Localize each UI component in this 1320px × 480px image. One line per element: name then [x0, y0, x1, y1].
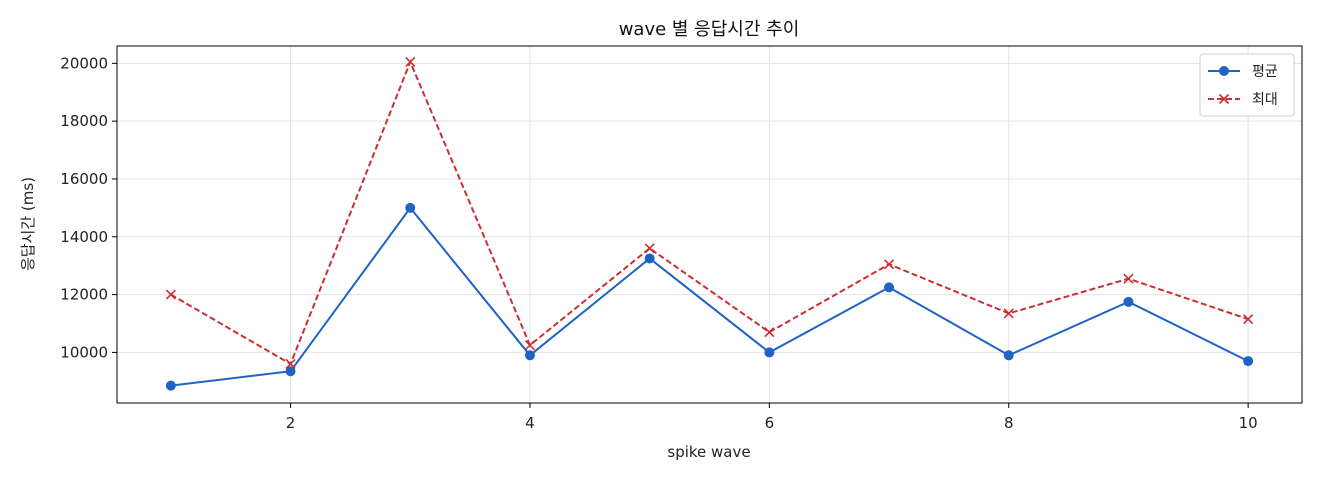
series-1 [165, 56, 1254, 370]
series-line [170, 206, 1249, 387]
x-tick-label: 10 [1239, 414, 1258, 432]
y-tick-label: 10000 [60, 343, 108, 361]
series-0 [165, 202, 1254, 391]
data-point [165, 380, 176, 391]
data-point [285, 366, 296, 377]
data-point [1123, 296, 1134, 307]
data-point [405, 56, 416, 67]
x-axis: 2 4 6 8 10 [286, 403, 1258, 432]
x-tick-label: 6 [765, 414, 775, 432]
legend-label: 평균 [1252, 64, 1278, 80]
data-point [405, 202, 416, 213]
grid [117, 46, 1302, 403]
y-axis-label: 응답시간 (ms) [19, 177, 37, 271]
y-tick-label: 20000 [60, 54, 108, 72]
y-tick-label: 18000 [60, 112, 108, 130]
data-point [165, 289, 176, 300]
data-point [764, 347, 775, 358]
data-point [644, 253, 655, 264]
y-tick-label: 14000 [60, 228, 108, 246]
data-point [1123, 273, 1134, 284]
x-tick-label: 4 [525, 414, 535, 432]
x-axis-label: spike wave [667, 443, 750, 461]
data-point [884, 282, 895, 293]
legend-marker [1218, 93, 1230, 105]
legend-label: 최대 [1252, 92, 1278, 108]
legend-marker [1219, 66, 1229, 76]
series-line [170, 59, 1249, 366]
x-tick-label: 8 [1004, 414, 1014, 432]
data-point [1003, 350, 1014, 361]
data-point [1243, 314, 1254, 325]
data-point [1243, 356, 1254, 367]
data-point [524, 350, 535, 361]
series-layer [165, 56, 1254, 391]
data-point [644, 243, 655, 254]
data-point [1003, 308, 1014, 319]
plot-frame [116, 45, 1303, 404]
y-tick-label: 12000 [60, 286, 108, 304]
data-point [883, 259, 895, 270]
legend-box [1199, 53, 1295, 117]
legend-item: 최대 [1208, 92, 1278, 108]
data-point [524, 340, 536, 351]
data-point [764, 327, 775, 338]
legend-item: 평균 [1208, 64, 1278, 80]
y-axis: 10000 12000 14000 16000 18000 20000 [60, 54, 117, 361]
x-tick-label: 2 [286, 414, 296, 432]
chart-title: wave 별 응답시간 추이 [619, 19, 800, 40]
y-tick-label: 16000 [60, 170, 108, 188]
data-point [285, 358, 296, 370]
